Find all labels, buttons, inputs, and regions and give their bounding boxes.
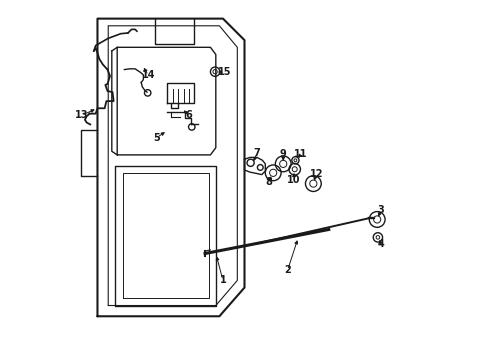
Text: 9: 9 (279, 149, 286, 159)
Text: 2: 2 (284, 265, 290, 275)
Text: 3: 3 (377, 206, 384, 216)
Text: 1: 1 (219, 275, 226, 285)
Text: 5: 5 (153, 133, 160, 143)
Text: 7: 7 (253, 148, 260, 158)
Text: 15: 15 (218, 67, 231, 77)
Text: 6: 6 (185, 111, 192, 121)
Text: 13: 13 (75, 111, 88, 121)
Text: 10: 10 (286, 175, 300, 185)
Text: 14: 14 (142, 70, 155, 80)
Text: 8: 8 (265, 177, 272, 187)
Text: 4: 4 (377, 239, 384, 249)
Text: 11: 11 (294, 149, 307, 159)
Text: 12: 12 (309, 168, 322, 179)
